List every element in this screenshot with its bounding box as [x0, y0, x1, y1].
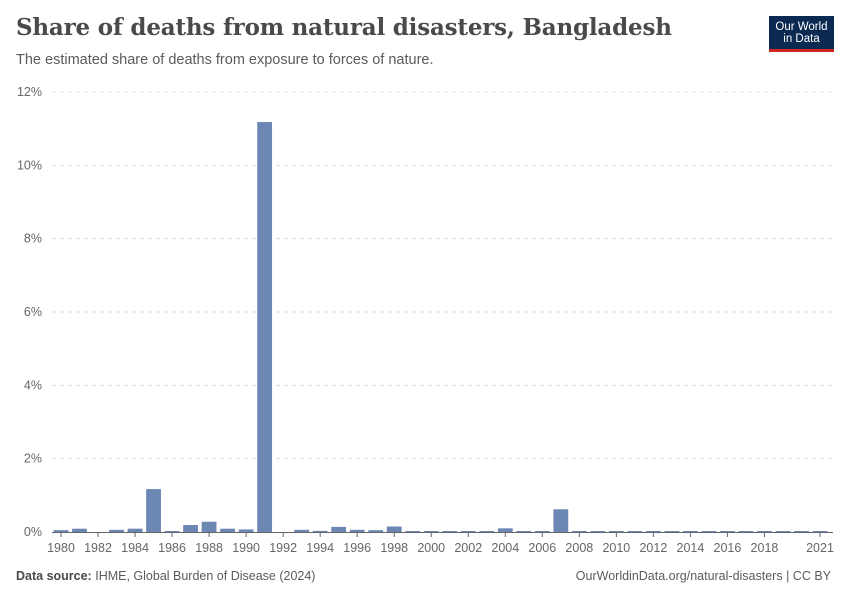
x-tick-label: 2021 — [806, 541, 834, 555]
bar-2010[interactable] — [608, 531, 624, 532]
bar-1999[interactable] — [405, 531, 421, 532]
bar-2015[interactable] — [701, 531, 717, 532]
x-tick-label: 1992 — [269, 541, 297, 555]
x-tick-label: 1996 — [343, 541, 371, 555]
y-tick-label: 8% — [24, 232, 42, 246]
logo-line-1: Our World — [775, 21, 828, 33]
logo-line-2: in Data — [783, 33, 820, 45]
bar-2009[interactable] — [590, 531, 606, 532]
y-tick-label: 10% — [17, 158, 42, 172]
bar-1998[interactable] — [386, 526, 402, 533]
x-tick-label: 1986 — [158, 541, 186, 555]
bar-2014[interactable] — [683, 531, 698, 532]
x-tick-label: 1994 — [306, 541, 334, 555]
y-tick-label: 0% — [24, 525, 42, 539]
bar-2004[interactable] — [497, 528, 513, 532]
bar-2000[interactable] — [423, 531, 439, 532]
bar-2001[interactable] — [442, 531, 458, 532]
bar-1985[interactable] — [146, 489, 161, 532]
bar-1993[interactable] — [294, 529, 310, 532]
y-axis-tick-labels: 0% 2% 4% 6% 8% 10% 12% — [17, 85, 42, 539]
bar-2019[interactable] — [775, 531, 791, 532]
chart-title: Share of deaths from natural disasters, … — [16, 14, 672, 41]
bar-2021[interactable] — [812, 531, 828, 532]
x-tick-label: 2016 — [714, 541, 742, 555]
x-tick-label: 2006 — [528, 541, 556, 555]
bar-2003[interactable] — [479, 531, 495, 532]
x-tick-label: 2010 — [602, 541, 630, 555]
bar-2016[interactable] — [720, 531, 735, 532]
x-tick-label: 1990 — [232, 541, 260, 555]
x-tick-label: 2018 — [751, 541, 779, 555]
bar-1988[interactable] — [201, 521, 217, 532]
grid-lines — [52, 91, 833, 460]
bar-1983[interactable] — [109, 529, 124, 532]
bar-2005[interactable] — [516, 531, 532, 532]
bar-1981[interactable] — [72, 528, 87, 532]
x-tick-label: 2008 — [565, 541, 593, 555]
bar-2007[interactable] — [553, 509, 569, 532]
y-tick-label: 6% — [24, 305, 42, 319]
x-tick-label: 2002 — [454, 541, 482, 555]
x-tick-label: 1982 — [84, 541, 112, 555]
bars — [53, 122, 828, 533]
x-tick-label: 2012 — [639, 541, 667, 555]
bar-2012[interactable] — [645, 531, 661, 532]
bar-1989[interactable] — [220, 528, 236, 532]
y-tick-label: 2% — [24, 452, 42, 466]
bar-2020[interactable] — [794, 531, 809, 532]
x-tick-label: 1984 — [121, 541, 149, 555]
x-tick-label: 1980 — [47, 541, 75, 555]
bar-1997[interactable] — [368, 530, 384, 532]
bar-1994[interactable] — [312, 530, 328, 532]
bar-1990[interactable] — [238, 529, 254, 532]
source-text: IHME, Global Burden of Disease (2024) — [95, 569, 316, 583]
owid-logo[interactable]: Our World in Data — [769, 16, 834, 52]
source-url[interactable]: OurWorldinData.org/natural-disasters | C… — [575, 569, 831, 583]
chart-subtitle: The estimated share of deaths from expos… — [16, 52, 434, 68]
bar-1991[interactable] — [257, 122, 273, 533]
bar-2006[interactable] — [534, 531, 550, 532]
bar-2013[interactable] — [664, 531, 680, 532]
bar-1995[interactable] — [331, 526, 347, 532]
x-tick-label: 2000 — [417, 541, 445, 555]
source-label: Data source: — [16, 569, 92, 583]
bar-1984[interactable] — [127, 528, 143, 532]
x-tick-label: 2014 — [677, 541, 705, 555]
footer-url[interactable]: OurWorldinData.org/natural-disasters | C… — [576, 569, 831, 583]
y-tick-label: 4% — [24, 378, 42, 392]
bar-1996[interactable] — [349, 529, 365, 532]
bar-1986[interactable] — [164, 531, 180, 532]
bar-2018[interactable] — [757, 531, 772, 532]
bar-1987[interactable] — [183, 525, 198, 532]
x-tick-label: 2004 — [491, 541, 519, 555]
bar-2011[interactable] — [627, 531, 643, 532]
bar-1980[interactable] — [53, 530, 69, 532]
bar-2008[interactable] — [571, 531, 587, 532]
bar-2017[interactable] — [738, 531, 754, 532]
x-tick-label: 1988 — [195, 541, 223, 555]
x-axis-ticks: 1980 1982 1984 1986 1988 1990 1992 1994 1996 1998… — [47, 532, 834, 555]
bar-2002[interactable] — [460, 531, 476, 532]
x-tick-label: 1998 — [380, 541, 408, 555]
y-tick-label: 12% — [17, 85, 42, 99]
footer-source: Data source: IHME, Global Burden of Dise… — [16, 569, 315, 583]
